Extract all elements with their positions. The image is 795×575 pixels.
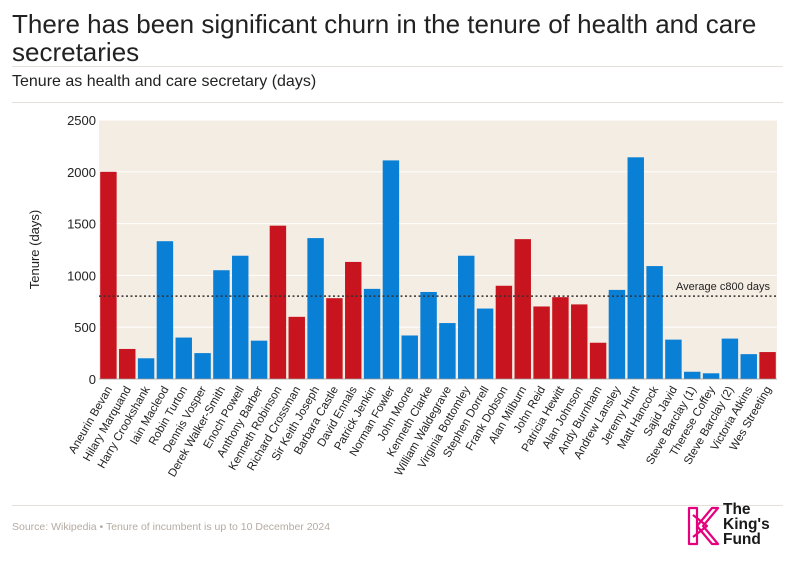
bar	[571, 304, 588, 379]
y-tick-label: 2000	[67, 165, 96, 180]
logo-text: The King's Fund	[723, 501, 770, 548]
bar	[288, 316, 305, 379]
bar	[702, 373, 720, 379]
subtitle-divider	[12, 102, 783, 103]
y-tick-label: 2500	[67, 113, 96, 128]
y-tick-label: 500	[74, 320, 96, 335]
bar	[213, 270, 230, 379]
bar	[345, 261, 362, 379]
bar	[665, 339, 682, 379]
bar	[100, 171, 117, 379]
bar	[476, 308, 494, 379]
bar	[439, 323, 456, 379]
bar	[194, 353, 211, 379]
average-line-label: Average c800 days	[676, 281, 770, 293]
bar	[156, 241, 174, 379]
bar	[740, 354, 757, 379]
bar	[269, 225, 287, 379]
bar	[514, 239, 531, 379]
bar	[458, 255, 475, 379]
bar	[175, 337, 192, 379]
y-tick-label: 0	[89, 372, 96, 387]
source-note: Source: Wikipedia • Tenure of incumbent …	[12, 521, 331, 533]
bar	[608, 289, 626, 379]
title-divider	[12, 66, 783, 67]
kings-fund-k-icon	[687, 506, 720, 546]
y-tick-label: 1500	[67, 217, 96, 232]
footer-divider	[12, 505, 783, 506]
bar	[420, 291, 437, 379]
bar	[326, 298, 343, 379]
bar	[119, 348, 136, 379]
bar	[250, 340, 268, 379]
bar	[232, 255, 249, 379]
plot-background	[99, 120, 777, 379]
bar	[646, 266, 663, 379]
y-tick-label: 1000	[67, 268, 96, 283]
bar	[533, 306, 550, 379]
kings-fund-logo: The King's Fund	[686, 502, 786, 552]
chart-subtitle: Tenure as health and care secretary (day…	[12, 73, 317, 90]
bar	[137, 358, 155, 379]
bar	[495, 285, 513, 379]
bar	[401, 335, 418, 379]
chart-title: There has been significant churn in the …	[12, 9, 757, 67]
y-axis-title: Tenure (days)	[27, 210, 42, 289]
bar	[721, 338, 739, 379]
bar	[307, 238, 324, 379]
bar	[589, 342, 607, 379]
bar	[552, 297, 569, 379]
bar	[363, 288, 381, 379]
bar	[627, 157, 644, 379]
bar	[759, 352, 776, 379]
bar	[382, 160, 400, 379]
bar	[684, 371, 701, 379]
